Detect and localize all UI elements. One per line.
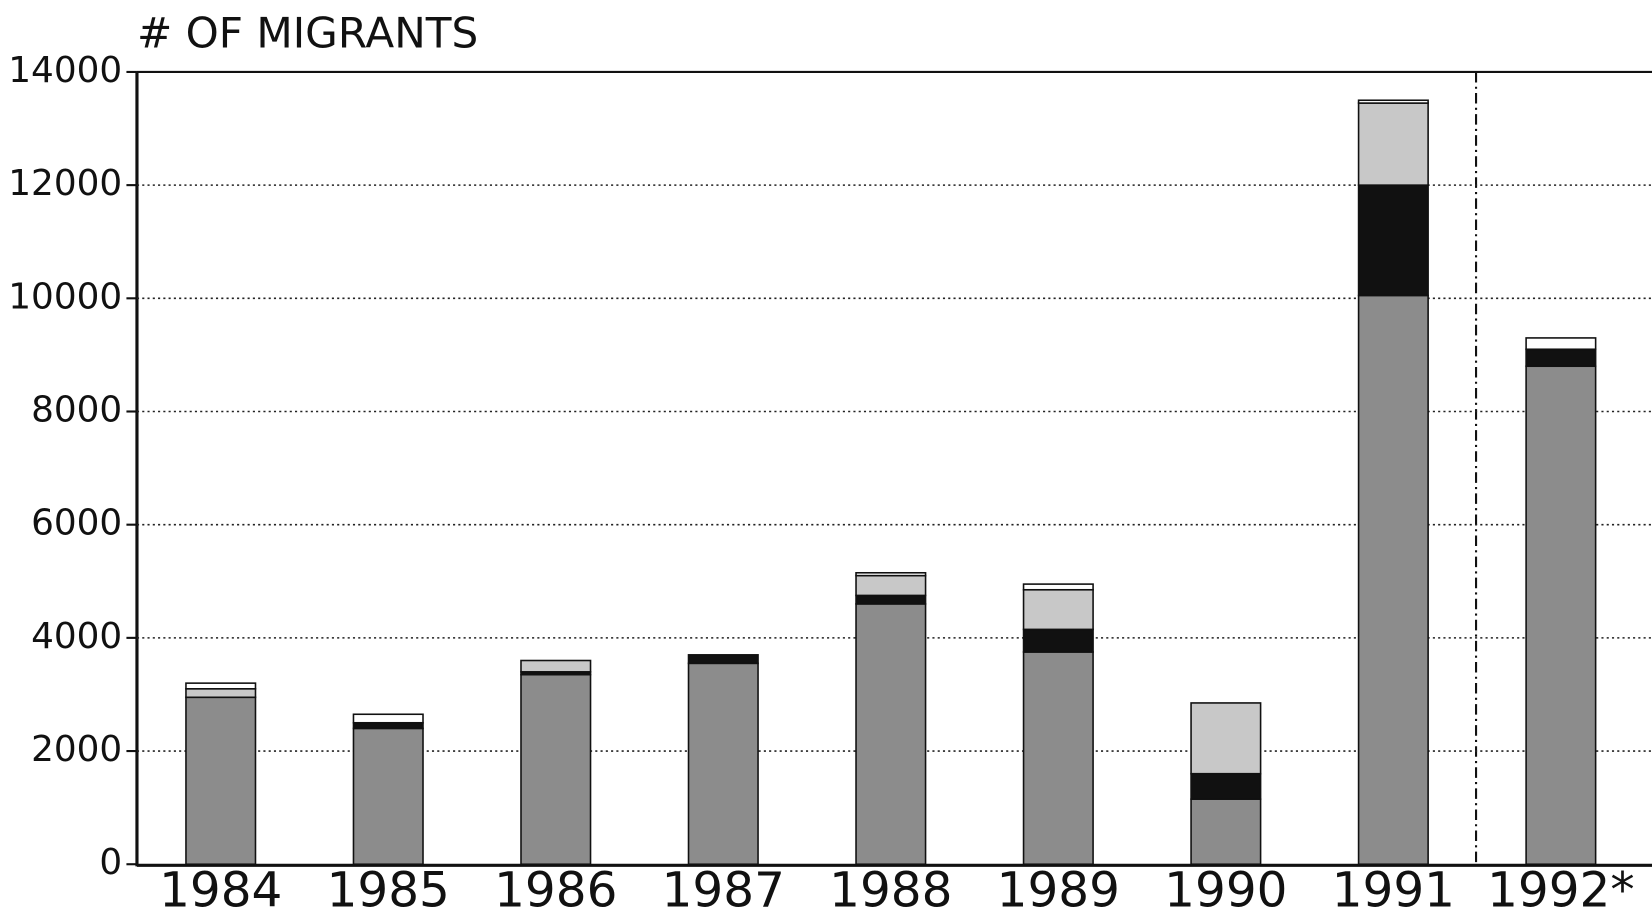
y-tick-label: 10000 [8, 276, 122, 317]
bar-segment [1357, 102, 1429, 186]
y-tick-label: 4000 [31, 616, 122, 657]
x-tick-label: 1984 [159, 863, 282, 913]
bar-segment [1190, 798, 1262, 866]
bar-segment [1357, 294, 1429, 866]
bar-segment [352, 713, 424, 724]
y-tick-label: 0 [99, 842, 122, 883]
bar-segment [520, 659, 592, 673]
y-tick-label: 8000 [31, 389, 122, 430]
bar-segment [1022, 651, 1094, 866]
y-tick-label: 2000 [31, 729, 122, 770]
bar-segment [855, 594, 927, 605]
chart-title: # OF MIGRANTS [137, 9, 478, 58]
bar-segment [1022, 588, 1094, 631]
bar-segment [855, 603, 927, 866]
x-tick-label: 1989 [997, 863, 1120, 913]
x-tick-label: 1988 [829, 863, 952, 913]
bar-segment [185, 682, 257, 690]
x-tick-label: 1990 [1164, 863, 1287, 913]
x-tick-label: 1992* [1487, 863, 1635, 913]
bar-segment [185, 688, 257, 699]
bar-segment [352, 727, 424, 866]
bar-segment [687, 654, 759, 665]
y-tick-label: 12000 [8, 163, 122, 204]
bar-segment [1022, 583, 1094, 591]
bar-segment [687, 662, 759, 866]
bar-segment [1525, 337, 1597, 351]
x-tick-label: 1991 [1332, 863, 1455, 913]
bar-segment [185, 696, 257, 866]
x-tick-label: 1986 [494, 863, 617, 913]
y-tick-label: 14000 [8, 50, 122, 91]
bar-segment [1190, 702, 1262, 775]
bar-segment [1357, 184, 1429, 297]
bar-segment [1357, 99, 1429, 104]
bar-segment [352, 721, 424, 730]
x-tick-label: 1987 [662, 863, 785, 913]
bar-segment [1525, 348, 1597, 368]
bar-segment [1525, 365, 1597, 866]
bar-segment [1190, 772, 1262, 800]
y-tick-label: 6000 [31, 503, 122, 544]
bar-segment [1022, 628, 1094, 653]
x-tick-label: 1985 [327, 863, 450, 913]
bar-segment [855, 574, 927, 597]
bar-segment [855, 571, 927, 577]
bar-segment [520, 673, 592, 866]
